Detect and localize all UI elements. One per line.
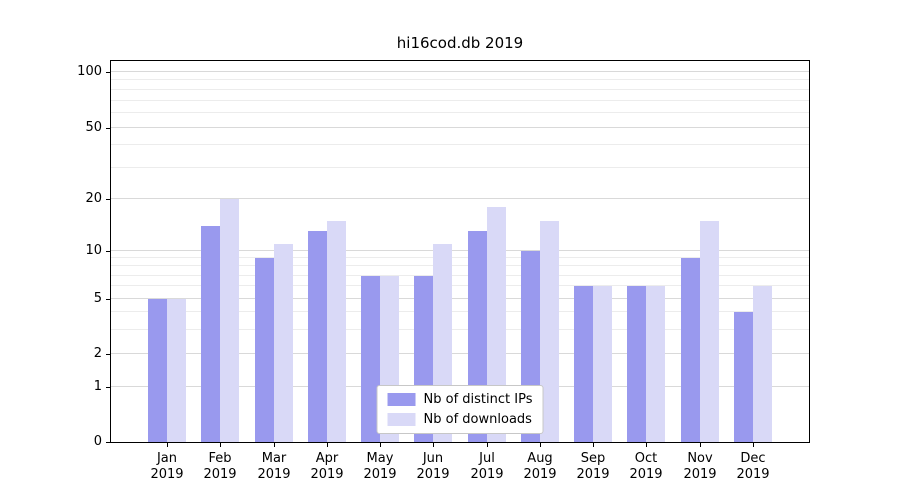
gridline-major-2 (111, 353, 809, 354)
x-tick-mark-jan (167, 443, 168, 447)
bar-downloads-apr (327, 221, 346, 442)
bar-distinct-ips-sep (574, 286, 593, 442)
x-tick-mark-oct (646, 443, 647, 447)
y-tick-mark-50 (106, 128, 110, 129)
x-tick-mark-aug (540, 443, 541, 447)
x-tick-label-apr: Apr 2019 (310, 451, 344, 482)
y-tick-mark-5 (106, 299, 110, 300)
bar-distinct-ips-feb (201, 226, 220, 442)
x-tick-label-jan: Jan 2019 (150, 451, 184, 482)
x-tick-mark-dec (753, 443, 754, 447)
x-tick-label-aug: Aug 2019 (523, 451, 557, 482)
bar-distinct-ips-nov (681, 258, 700, 442)
gridline-minor-3 (111, 329, 809, 330)
x-tick-label-feb: Feb 2019 (203, 451, 237, 482)
x-tick-mark-nov (700, 443, 701, 447)
x-tick-mark-jul (487, 443, 488, 447)
gridline-minor-6 (111, 285, 809, 286)
y-tick-mark-0 (106, 442, 110, 443)
gridline-major-5 (111, 298, 809, 299)
x-tick-mark-may (380, 443, 381, 447)
x-tick-mark-mar (274, 443, 275, 447)
gridline-major-20 (111, 198, 809, 199)
bar-downloads-jan (167, 299, 186, 442)
gridline-minor-40 (111, 144, 809, 145)
gridline-minor-30 (111, 167, 809, 168)
bar-distinct-ips-jan (148, 299, 167, 442)
y-tick-mark-100 (106, 72, 110, 73)
y-tick-label-10: 10 (85, 243, 102, 258)
gridline-major-10 (111, 250, 809, 251)
gridline-minor-70 (111, 100, 809, 101)
legend-label-distinct-ips: Nb of distinct IPs (423, 392, 533, 407)
bar-downloads-aug (540, 221, 559, 442)
bar-downloads-sep (593, 286, 612, 442)
gridline-major-100 (111, 71, 809, 72)
bar-distinct-ips-oct (627, 286, 646, 442)
bar-downloads-jul (487, 207, 506, 442)
y-tick-mark-1 (106, 387, 110, 388)
y-tick-mark-10 (106, 251, 110, 252)
legend: Nb of distinct IPs Nb of downloads (376, 385, 544, 434)
gridline-minor-9 (111, 257, 809, 258)
legend-label-downloads: Nb of downloads (423, 412, 532, 427)
y-tick-label-100: 100 (77, 64, 102, 79)
y-tick-label-1: 1 (93, 379, 102, 394)
gridline-minor-7 (111, 275, 809, 276)
gridline-major-50 (111, 127, 809, 128)
bar-distinct-ips-mar (255, 258, 274, 442)
plot-area: Nb of distinct IPs Nb of downloads (110, 60, 810, 443)
gridline-minor-4 (111, 311, 809, 312)
legend-swatch-downloads (387, 413, 416, 426)
gridline-minor-60 (111, 112, 809, 113)
bar-downloads-nov (700, 221, 719, 442)
y-tick-label-5: 5 (93, 291, 102, 306)
y-tick-mark-2 (106, 354, 110, 355)
bar-distinct-ips-dec (734, 312, 753, 442)
bar-distinct-ips-may (361, 276, 380, 442)
bar-downloads-feb (220, 199, 239, 442)
y-tick-mark-20 (106, 199, 110, 200)
x-tick-label-jul: Jul 2019 (470, 451, 504, 482)
y-tick-label-2: 2 (93, 346, 102, 361)
x-tick-label-jun: Jun 2019 (416, 451, 450, 482)
x-tick-label-dec: Dec 2019 (736, 451, 770, 482)
x-tick-mark-apr (327, 443, 328, 447)
x-tick-mark-jun (433, 443, 434, 447)
x-tick-label-may: May 2019 (363, 451, 397, 482)
x-tick-mark-sep (593, 443, 594, 447)
y-tick-label-0: 0 (93, 434, 102, 449)
x-tick-mark-feb (220, 443, 221, 447)
gridline-minor-8 (111, 265, 809, 266)
bar-downloads-mar (274, 244, 293, 442)
x-tick-label-mar: Mar 2019 (257, 451, 291, 482)
y-tick-label-50: 50 (85, 120, 102, 135)
x-tick-label-oct: Oct 2019 (629, 451, 663, 482)
legend-item-distinct-ips: Nb of distinct IPs (387, 392, 533, 407)
x-tick-label-sep: Sep 2019 (576, 451, 610, 482)
chart-title: hi16cod.db 2019 (396, 34, 524, 52)
bar-downloads-oct (646, 286, 665, 442)
y-tick-label-20: 20 (85, 191, 102, 206)
bar-downloads-dec (753, 286, 772, 442)
bar-distinct-ips-apr (308, 231, 327, 442)
gridline-minor-80 (111, 89, 809, 90)
legend-item-downloads: Nb of downloads (387, 412, 533, 427)
legend-swatch-distinct-ips (387, 393, 416, 406)
gridline-minor-90 (111, 79, 809, 80)
x-tick-label-nov: Nov 2019 (683, 451, 717, 482)
